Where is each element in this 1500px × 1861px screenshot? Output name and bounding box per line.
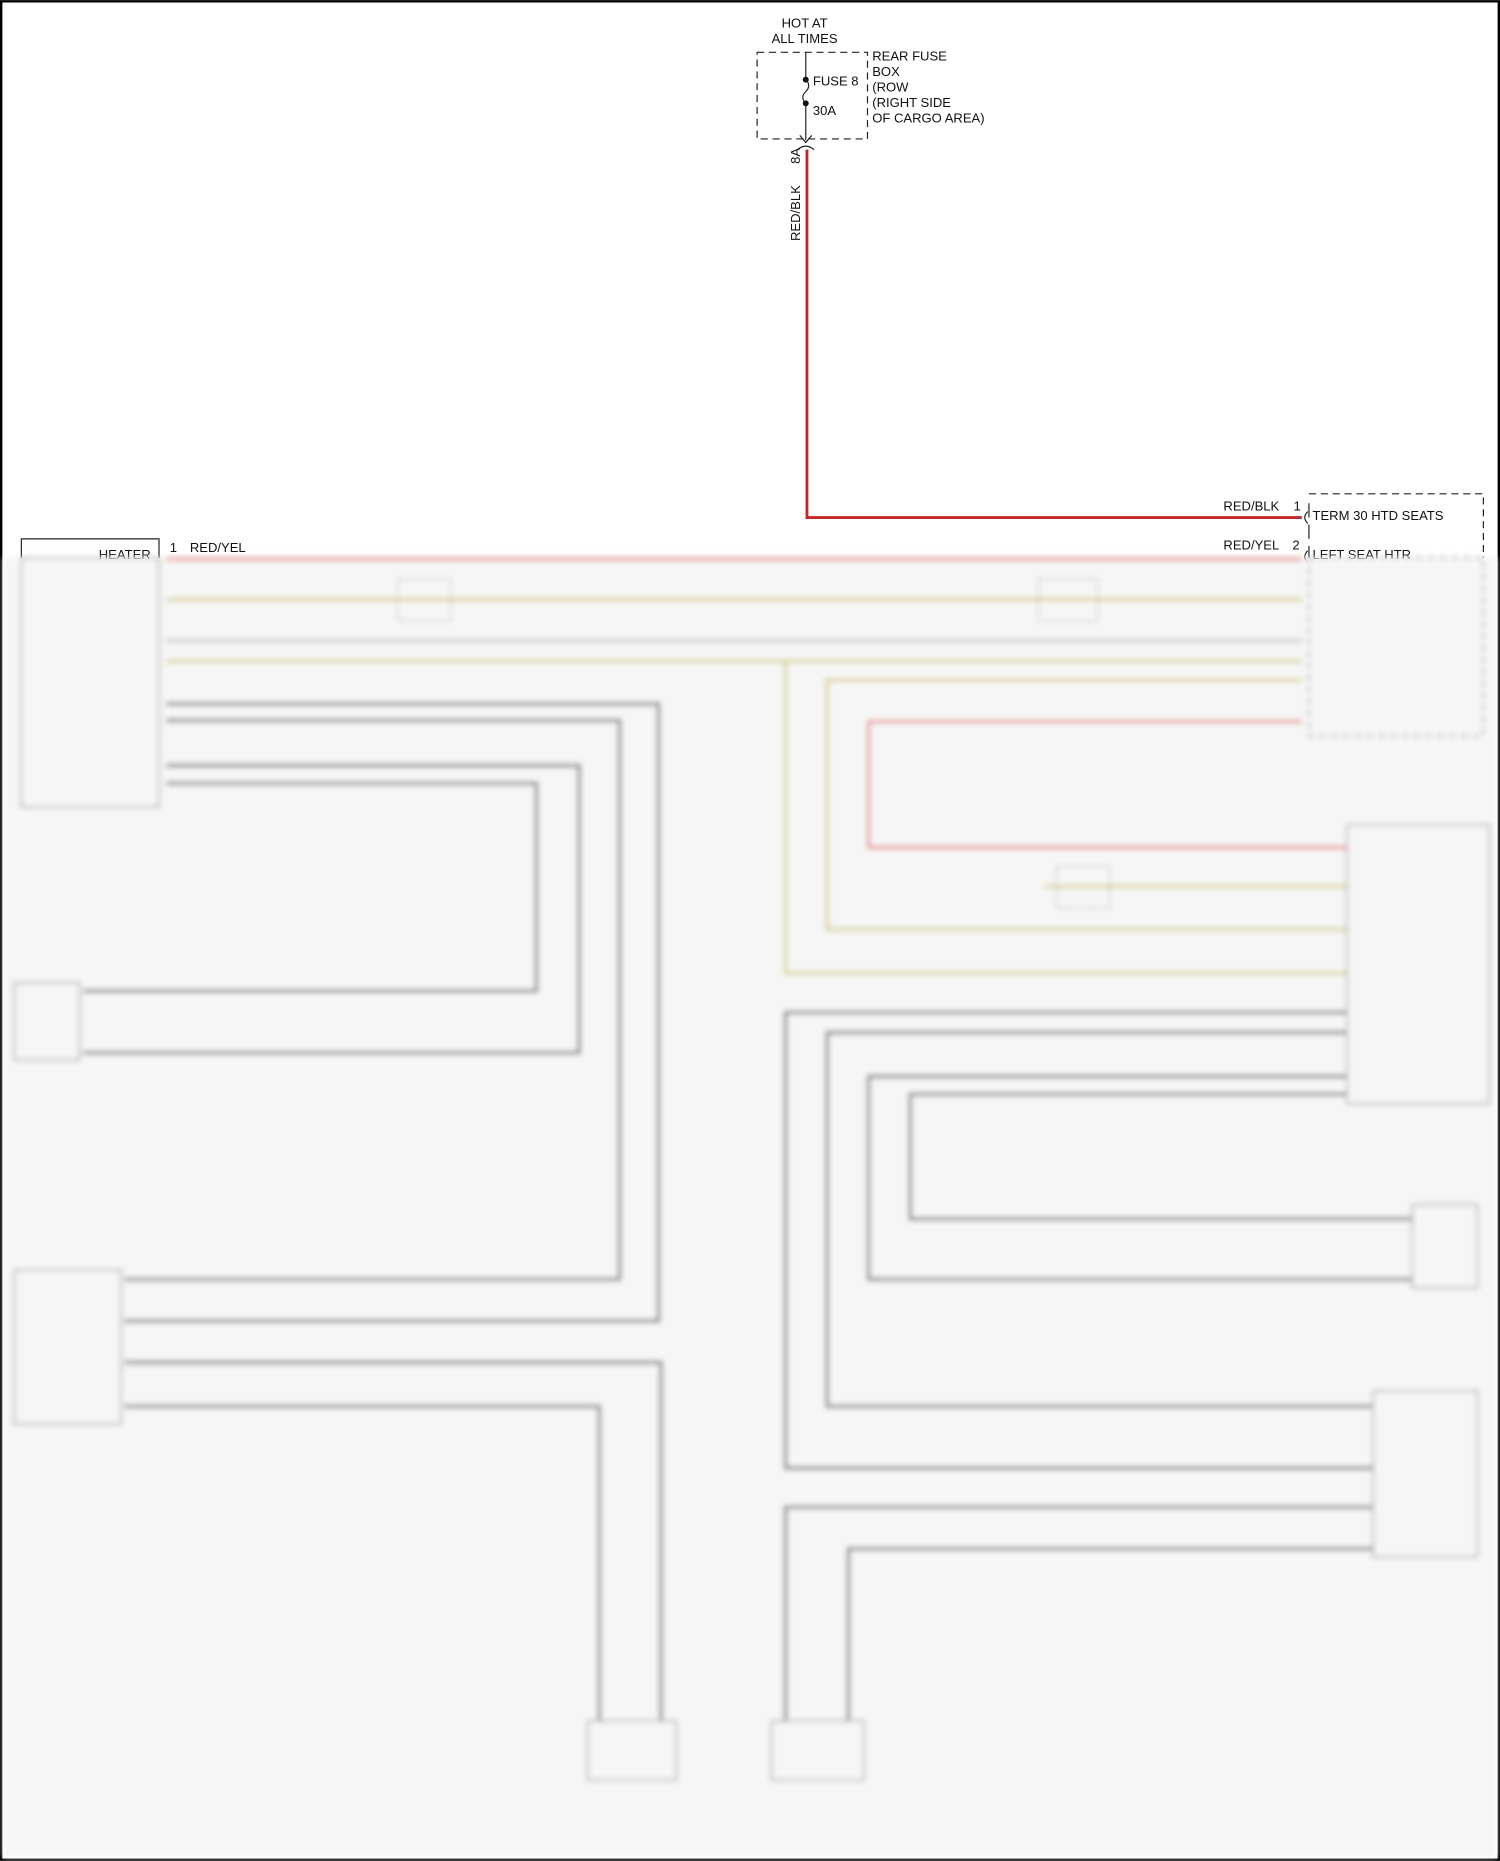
fuse-box-name-3: (ROW — [872, 79, 909, 94]
heater-wire-color: RED/YEL — [190, 540, 246, 555]
feed-wire-color: RED/BLK — [788, 185, 803, 241]
fuse-terminal-label: 8A — [788, 148, 803, 164]
fuse-box-name-5: OF CARGO AREA) — [872, 110, 984, 125]
fuse-box-name-1: REAR FUSE — [872, 49, 947, 64]
pin-2: 2 — [1292, 538, 1299, 553]
fuse-label: FUSE 8 — [813, 74, 859, 89]
connector-icon — [797, 145, 815, 151]
supply-label-1: HOT AT — [782, 15, 828, 30]
fuse-box-name-4: (RIGHT SIDE — [872, 95, 951, 110]
fuse-rating: 30A — [813, 103, 837, 118]
blurred-circuit-area — [3, 556, 1497, 1858]
fuse-icon — [802, 79, 810, 104]
supply-label-2: ALL TIMES — [772, 31, 838, 46]
heater-pin: 1 — [170, 540, 177, 555]
rear-fuse-box: FUSE 8 30A REAR FUSE BOX (ROW (RIGHT SID… — [756, 49, 985, 164]
fuse-box-name-2: BOX — [872, 64, 900, 79]
feed-wire — [805, 149, 1302, 519]
term30-wire-color: RED/BLK — [1223, 498, 1279, 513]
left-seat-wire-color: RED/YEL — [1223, 538, 1279, 553]
pin-1: 1 — [1294, 498, 1301, 513]
pin-1-label: TERM 30 HTD SEATS — [1313, 508, 1444, 523]
